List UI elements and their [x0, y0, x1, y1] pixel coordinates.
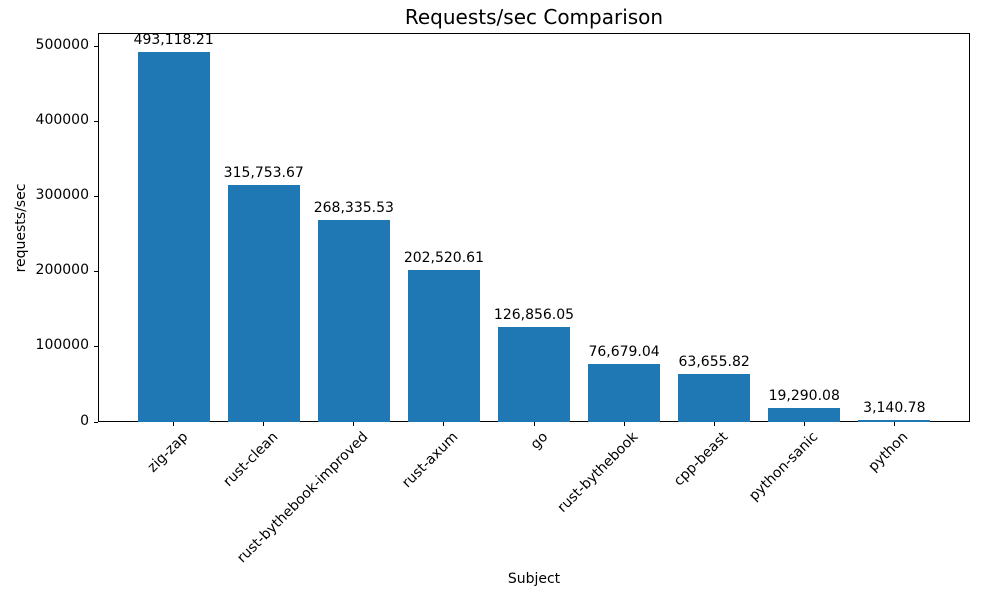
bar — [768, 407, 841, 422]
x-tick-mark — [623, 422, 625, 426]
bar — [678, 374, 751, 422]
y-tick-mark — [94, 45, 98, 47]
bar — [407, 269, 480, 422]
bar-value-label: 76,679.04 — [588, 344, 660, 361]
x-tick-mark — [173, 422, 175, 426]
x-tick-mark — [713, 422, 715, 426]
y-tick-label: 400000 — [35, 111, 89, 128]
bar-value-label: 19,290.08 — [768, 387, 840, 404]
y-tick-mark — [94, 271, 98, 273]
y-tick-mark — [94, 421, 98, 423]
y-tick-label: 300000 — [35, 187, 89, 204]
x-tick-mark — [353, 422, 355, 426]
x-tick-mark — [263, 422, 265, 426]
y-tick-label: 100000 — [35, 337, 89, 354]
bar-value-label: 202,520.61 — [403, 249, 484, 266]
y-tick-mark — [94, 346, 98, 348]
bar-value-label: 126,856.05 — [493, 306, 575, 323]
bar — [227, 184, 300, 422]
bar-value-label: 493,118.21 — [133, 31, 214, 48]
bar — [858, 419, 931, 422]
x-tick-mark — [443, 422, 445, 426]
bar-value-label: 3,140.78 — [863, 399, 926, 416]
chart-title: Requests/sec Comparison — [404, 5, 664, 29]
bar — [317, 220, 390, 422]
x-axis-label: Subject — [507, 571, 561, 587]
y-tick-label: 500000 — [35, 36, 89, 53]
bar-value-label: 268,335.53 — [313, 200, 394, 217]
y-tick-mark — [94, 120, 98, 122]
y-axis-label: requests/sec — [13, 183, 29, 272]
bar-value-label: 315,753.67 — [223, 164, 304, 181]
y-tick-label: 200000 — [35, 262, 89, 279]
bar — [498, 326, 570, 422]
bar-value-label: 63,655.82 — [678, 354, 750, 371]
x-tick-mark — [803, 422, 805, 426]
x-tick-mark — [893, 422, 895, 426]
bar — [137, 51, 210, 422]
y-tick-mark — [94, 196, 98, 198]
bar — [588, 364, 661, 422]
y-tick-label: 0 — [80, 412, 89, 429]
x-tick-mark — [533, 422, 535, 426]
